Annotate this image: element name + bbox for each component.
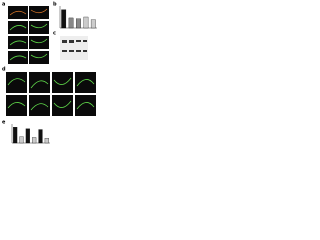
bar xyxy=(25,128,30,144)
figure: a b c d e xyxy=(2,2,97,144)
panel-label: b xyxy=(53,2,57,8)
bar xyxy=(68,17,74,29)
panel-label: e xyxy=(2,120,6,126)
western-blot xyxy=(60,36,88,60)
bar xyxy=(32,137,37,144)
bar xyxy=(83,16,89,29)
bar xyxy=(19,136,24,144)
bar xyxy=(44,138,49,144)
panel-label: c xyxy=(53,31,56,37)
bar xyxy=(13,127,18,144)
panel-label: a xyxy=(2,2,5,8)
bar xyxy=(90,19,96,29)
panel-label: d xyxy=(2,67,6,73)
micrographs-d xyxy=(6,72,96,116)
bar xyxy=(38,129,43,144)
bar xyxy=(76,18,81,29)
micrographs-a xyxy=(8,6,49,64)
bar xyxy=(61,9,67,29)
